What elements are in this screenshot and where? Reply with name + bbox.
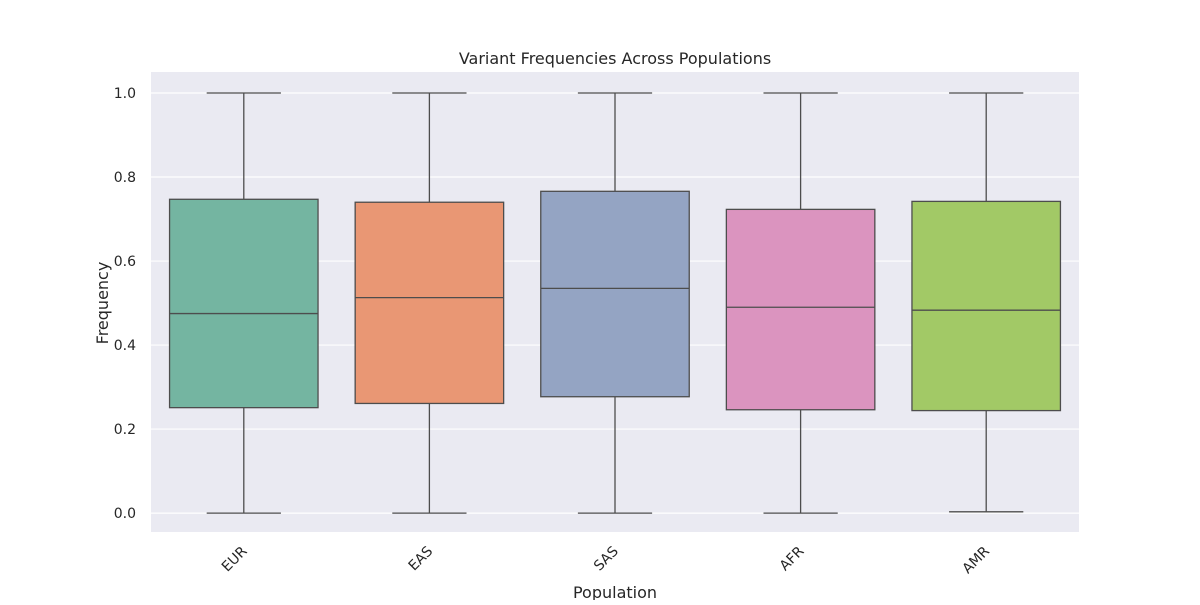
y-tick-label: 0.2 <box>114 422 136 438</box>
box-iqr <box>540 190 690 398</box>
box-iqr <box>354 201 505 405</box>
y-tick-label: 0.0 <box>114 506 136 522</box>
chart-title: Variant Frequencies Across Populations <box>459 49 771 68</box>
box-iqr <box>725 208 876 411</box>
y-tick-label: 1.0 <box>114 86 136 102</box>
x-tick-label: AMR <box>960 543 994 577</box>
x-tick-label: EAS <box>406 543 437 574</box>
box-sas <box>540 92 690 514</box>
y-tick-label: 0.6 <box>114 254 136 270</box>
x-axis-label: Population <box>573 583 657 600</box>
x-tick-label: EUR <box>219 543 251 575</box>
box-amr <box>911 92 1062 513</box>
x-tick-label: AFR <box>777 543 808 574</box>
y-tick-labels: 0.0 0.2 0.4 0.6 0.8 1.0 <box>114 86 136 522</box>
box-iqr <box>911 200 1062 412</box>
box-eas <box>354 92 505 514</box>
box-eur <box>168 92 319 514</box>
x-tick-label: SAS <box>591 543 622 574</box>
box-afr <box>725 92 876 514</box>
y-tick-label: 0.4 <box>114 338 136 354</box>
y-tick-label: 0.8 <box>114 170 136 186</box>
box-series <box>168 92 1062 514</box>
x-tick-labels: EUR EAS SAS AFR AMR <box>219 543 993 577</box>
box-iqr <box>168 198 319 409</box>
y-axis-label: Frequency <box>93 262 112 345</box>
